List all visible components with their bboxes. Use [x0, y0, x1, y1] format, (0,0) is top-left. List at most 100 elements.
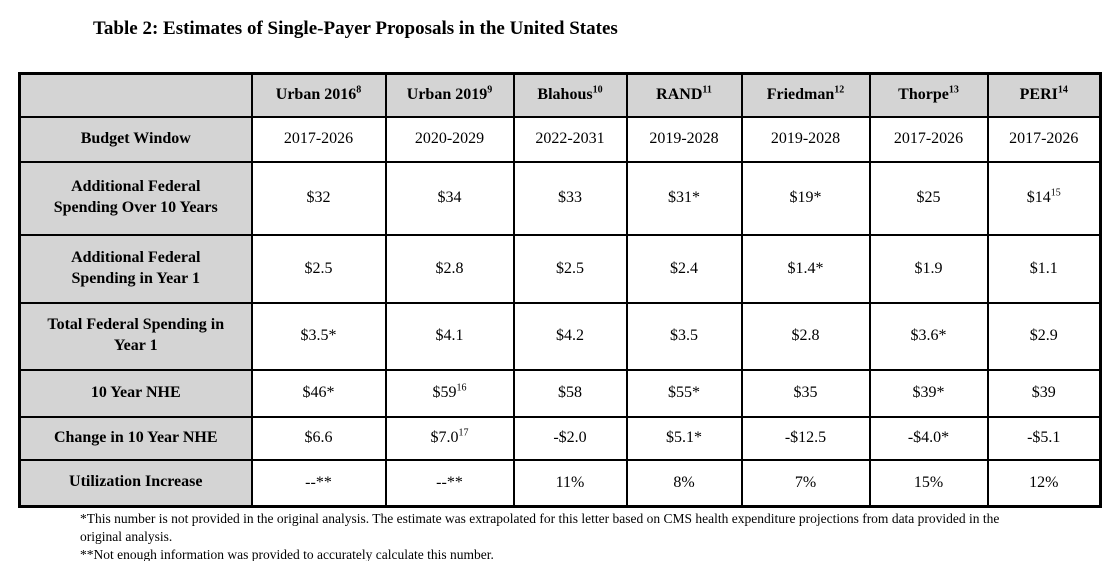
table-row: Total Federal Spending in Year 1 $3.5* $4.…	[18, 301, 1102, 371]
cell-text: $58	[558, 384, 582, 401]
table-row: Additional Federal Spending in Year 1 $2.…	[18, 233, 1102, 304]
table-cell: -$12.5	[740, 415, 871, 461]
cell-text: $31*	[668, 189, 700, 206]
cell-text: Friedman	[766, 86, 835, 104]
cell-text: -$5.1	[1027, 429, 1061, 446]
table-cell: -$2.0	[512, 415, 628, 461]
table-cell: $5.1*	[625, 415, 743, 461]
cell-text: RAND	[656, 86, 703, 104]
cell-text: $6.6	[304, 429, 333, 446]
table-cell: $3.5*	[250, 301, 387, 371]
cell-text: $2.8	[435, 259, 464, 277]
cell-text: 8%	[673, 473, 695, 491]
cell-text: Blahous	[537, 86, 593, 104]
row-label: 10 Year NHE	[18, 368, 253, 418]
cell-text: --**	[305, 473, 332, 491]
footnote-reference: 12	[834, 84, 845, 96]
table-row: Change in 10 Year NHE $6.6 $7.017 -$2.0 $5.1…	[18, 415, 1102, 461]
table-cell: $4.2	[512, 301, 628, 371]
row-label: Budget Window	[18, 115, 253, 163]
column-header: RAND11	[625, 72, 743, 118]
cell-text: Urban 2019	[406, 86, 488, 104]
cell-text: Additional Federal Spending in Year 1	[71, 248, 201, 287]
table-cell: 2017-2026	[250, 115, 387, 163]
footnote-reference: 11	[702, 84, 712, 96]
table-cell: $2.8	[384, 233, 515, 304]
cell-text: $1.4*	[787, 259, 824, 277]
cell-text: $2.5	[556, 259, 584, 277]
column-header: PERI14	[986, 72, 1102, 118]
table-cell: $39*	[868, 368, 989, 418]
cell-text: 7%	[794, 473, 817, 491]
table-cell: $7.017	[384, 415, 515, 461]
table-cell: 2022-2031	[512, 115, 628, 163]
table-cell: $34	[384, 160, 515, 236]
table-row: Budget Window 2017-2026 2020-2029 2022-2031…	[18, 115, 1102, 163]
table-cell: 2020-2029	[384, 115, 515, 163]
cell-text: $25	[916, 189, 941, 206]
table-cell: $33	[512, 160, 628, 236]
table-cell: $39	[986, 368, 1102, 418]
table-cell: $2.5	[250, 233, 387, 304]
footnote: *This number is not provided in the orig…	[80, 511, 1000, 544]
cell-text: $2.4	[670, 259, 698, 277]
header-row: Urban 20168 Urban 20199 Blahous10 RAND11 Fri…	[18, 72, 1102, 118]
table-cell: $1415	[986, 160, 1102, 236]
table-cell: $1.1	[986, 233, 1102, 304]
cell-text: -$2.0	[553, 429, 587, 446]
cell-text: $19*	[789, 189, 822, 206]
footnote-reference: 14	[1057, 84, 1068, 96]
cell-text: $3.5*	[300, 327, 337, 344]
table-cell: 11%	[512, 458, 628, 508]
cell-text: $4.2	[556, 327, 584, 344]
table-cell: $58	[512, 368, 628, 418]
cell-text: $59	[432, 384, 457, 401]
cell-text: $55*	[668, 384, 700, 401]
cell-text: PERI	[1019, 86, 1058, 104]
table-cell: 2019-2028	[740, 115, 871, 163]
cell-text: $4.1	[435, 327, 464, 344]
footnote-reference: 16	[456, 382, 467, 394]
cell-text: $35	[793, 384, 818, 401]
table-cell: -$5.1	[986, 415, 1102, 461]
cell-text: Budget Window	[80, 129, 191, 147]
table-cell: $5916	[384, 368, 515, 418]
cell-text: $32	[306, 189, 331, 206]
table-cell: 12%	[986, 458, 1102, 508]
table-cell: $2.9	[986, 301, 1102, 371]
table-cell: $46*	[250, 368, 387, 418]
table-cell: -$4.0*	[868, 415, 989, 461]
cell-text: 12%	[1029, 473, 1059, 491]
table-cell: 15%	[868, 458, 989, 508]
cell-text: 2017-2026	[1009, 130, 1079, 147]
table-cell: $19*	[740, 160, 871, 236]
cell-text: $46*	[302, 384, 335, 401]
footnote-reference: 9	[487, 84, 493, 96]
table-cell: $31*	[625, 160, 743, 236]
table-cell: $6.6	[250, 415, 387, 461]
table-cell: $2.8	[740, 301, 871, 371]
cell-text: 2017-2026	[283, 130, 354, 147]
cell-text: Thorpe	[898, 86, 949, 104]
table-cell: $1.4*	[740, 233, 871, 304]
cell-text: $39*	[912, 384, 945, 401]
cell-text: Additional Federal Spending Over 10 Year…	[53, 178, 218, 216]
table-cell: 2017-2026	[986, 115, 1102, 163]
footnote-reference: 10	[592, 84, 603, 96]
corner-cell	[18, 72, 253, 118]
row-label: Total Federal Spending in Year 1	[18, 301, 253, 371]
cell-text: 2020-2029	[414, 130, 485, 147]
column-header: Blahous10	[512, 72, 628, 118]
footnote-reference: 13	[948, 84, 959, 96]
column-header: Thorpe13	[868, 72, 989, 118]
column-header: Urban 20168	[250, 72, 387, 118]
cell-text: 11%	[555, 473, 585, 491]
table-cell: $25	[868, 160, 989, 236]
cell-text: Change in 10 Year NHE	[53, 428, 218, 446]
table-row: Utilization Increase --** --** 11% 8% 7% 15% 12…	[18, 458, 1102, 508]
cell-text: $33	[558, 189, 582, 206]
table-cell: 2017-2026	[868, 115, 989, 163]
row-label: Change in 10 Year NHE	[18, 415, 253, 461]
table-row: 10 Year NHE $46* $5916 $58 $55* $35 $39* $39	[18, 368, 1102, 418]
